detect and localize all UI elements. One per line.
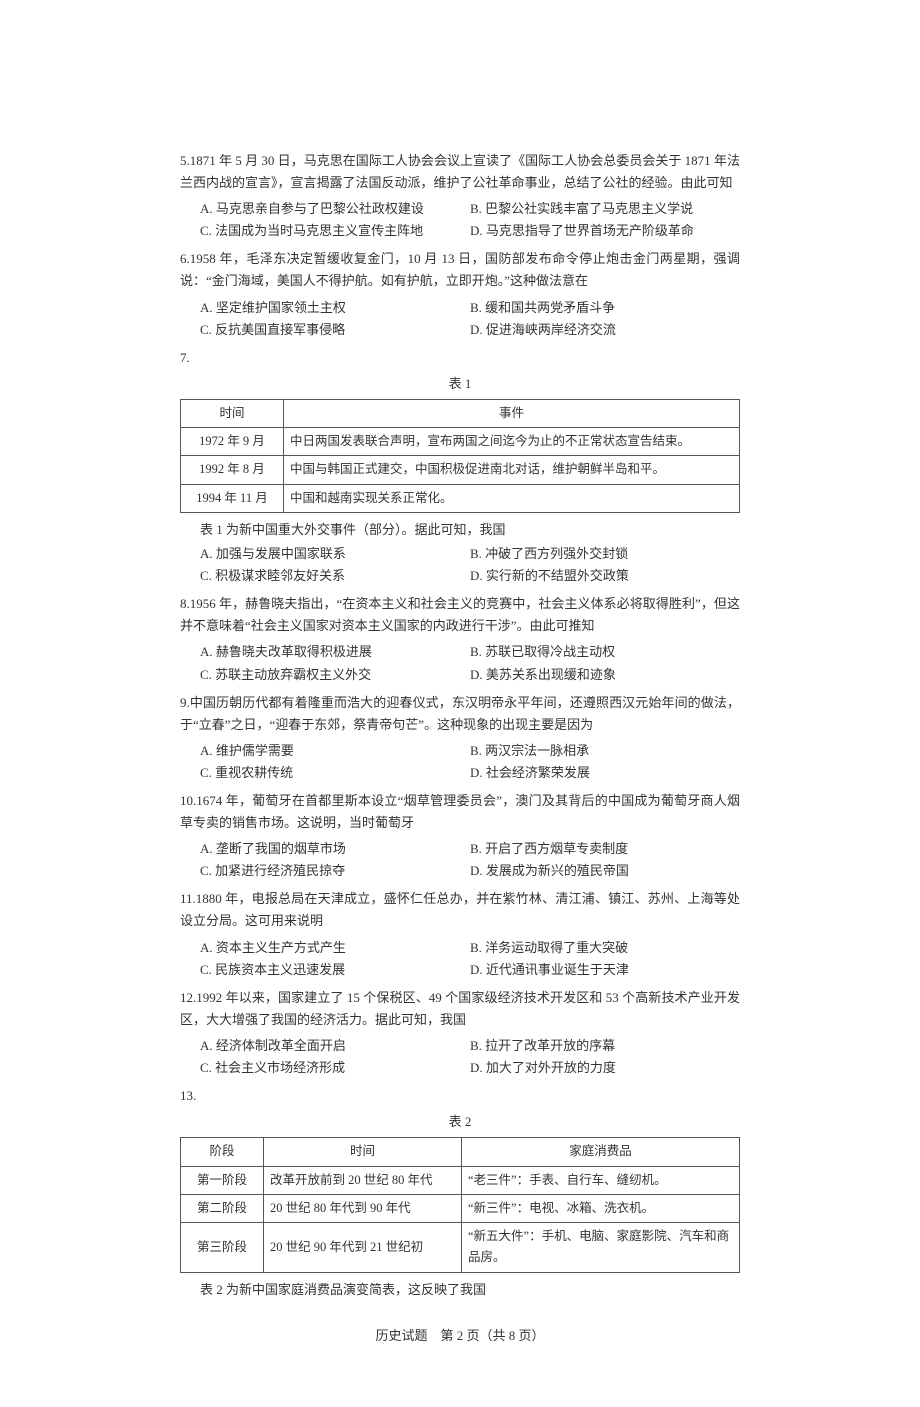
table-2-caption: 表 2 [180, 1111, 740, 1133]
table-header: 时间 [181, 399, 284, 427]
table-row: 1992 年 8 月 中国与韩国正式建交，中国积极促进南北对话，维护朝鲜半岛和平… [181, 456, 740, 484]
table-1-caption: 表 1 [180, 373, 740, 395]
table-cell: 1994 年 11 月 [181, 484, 284, 512]
page-footer: 历史试题 第 2 页（共 8 页） [180, 1325, 740, 1347]
question-number: 9. [180, 695, 190, 710]
question-text: 1958 年，毛泽东决定暂缓收复金门，10 月 13 日，国防部发布命令停止炮击… [180, 251, 740, 288]
question-7-stem: 7. [180, 347, 740, 369]
question-9-options: A. 维护儒学需要 B. 两汉宗法一脉相承 C. 重视农耕传统 D. 社会经济繁… [180, 740, 740, 784]
table-cell: 第三阶段 [181, 1223, 264, 1273]
question-12-options: A. 经济体制改革全面开启 B. 拉开了改革开放的序幕 C. 社会主义市场经济形… [180, 1035, 740, 1079]
question-5-stem: 5.1871 年 5 月 30 日，马克思在国际工人协会会议上宣读了《国际工人协… [180, 150, 740, 194]
option-c[interactable]: C. 民族资本主义迅速发展 [200, 959, 470, 981]
option-b[interactable]: B. 缓和国共两党矛盾斗争 [470, 297, 740, 319]
table-header: 家庭消费品 [462, 1138, 740, 1166]
option-a[interactable]: A. 经济体制改革全面开启 [200, 1035, 470, 1057]
table-cell: 中国与韩国正式建交，中国积极促进南北对话，维护朝鲜半岛和平。 [284, 456, 740, 484]
question-number: 8. [180, 596, 190, 611]
option-a[interactable]: A. 垄断了我国的烟草市场 [200, 838, 470, 860]
option-d[interactable]: D. 马克思指导了世界首场无产阶级革命 [470, 220, 740, 242]
option-c[interactable]: C. 反抗美国直接军事侵略 [200, 319, 470, 341]
table-cell: 中日两国发表联合声明，宣布两国之间迄今为止的不正常状态宣告结束。 [284, 428, 740, 456]
option-b[interactable]: B. 两汉宗法一脉相承 [470, 740, 740, 762]
question-text: 中国历朝历代都有着隆重而浩大的迎春仪式，东汉明帝永平年间，还遵照西汉元始年间的做… [180, 695, 740, 732]
option-c[interactable]: C. 苏联主动放弃霸权主义外交 [200, 664, 470, 686]
question-number: 11. [180, 891, 196, 906]
option-c[interactable]: C. 法国成为当时马克思主义宣传主阵地 [200, 220, 470, 242]
option-d[interactable]: D. 加大了对外开放的力度 [470, 1057, 740, 1079]
table-cell: 改革开放前到 20 世纪 80 年代 [264, 1166, 462, 1194]
option-c[interactable]: C. 重视农耕传统 [200, 762, 470, 784]
option-d[interactable]: D. 美苏关系出现缓和迹象 [470, 664, 740, 686]
table-1: 时间 事件 1972 年 9 月 中日两国发表联合声明，宣布两国之间迄今为止的不… [180, 399, 740, 513]
table-row: 1994 年 11 月 中国和越南实现关系正常化。 [181, 484, 740, 512]
table-1-note: 表 1 为新中国重大外交事件（部分）。据此可知，我国 [180, 519, 740, 541]
table-cell: 中国和越南实现关系正常化。 [284, 484, 740, 512]
table-cell: “新五大件”：手机、电脑、家庭影院、汽车和商品房。 [462, 1223, 740, 1273]
table-cell: “老三件”：手表、自行车、缝纫机。 [462, 1166, 740, 1194]
table-header: 时间 [264, 1138, 462, 1166]
question-number: 7. [180, 350, 190, 365]
table-cell: 20 世纪 80 年代到 90 年代 [264, 1194, 462, 1222]
option-a[interactable]: A. 赫鲁晓夫改革取得积极进展 [200, 641, 470, 663]
option-d[interactable]: D. 近代通讯事业诞生于天津 [470, 959, 740, 981]
question-number: 5. [180, 153, 190, 168]
option-a[interactable]: A. 资本主义生产方式产生 [200, 937, 470, 959]
table-cell: 第一阶段 [181, 1166, 264, 1194]
table-2-note: 表 2 为新中国家庭消费品演变简表，这反映了我国 [180, 1279, 740, 1301]
option-b[interactable]: B. 苏联已取得冷战主动权 [470, 641, 740, 663]
option-c[interactable]: C. 社会主义市场经济形成 [200, 1057, 470, 1079]
question-8-options: A. 赫鲁晓夫改革取得积极进展 B. 苏联已取得冷战主动权 C. 苏联主动放弃霸… [180, 641, 740, 685]
option-b[interactable]: B. 巴黎公社实践丰富了马克思主义学说 [470, 198, 740, 220]
question-7-options: A. 加强与发展中国家联系 B. 冲破了西方列强外交封锁 C. 积极谋求睦邻友好… [180, 543, 740, 587]
question-number: 13. [180, 1088, 196, 1103]
option-b[interactable]: B. 开启了西方烟草专卖制度 [470, 838, 740, 860]
table-cell: 第二阶段 [181, 1194, 264, 1222]
table-header: 阶段 [181, 1138, 264, 1166]
option-d[interactable]: D. 发展成为新兴的殖民帝国 [470, 860, 740, 882]
option-b[interactable]: B. 洋务运动取得了重大突破 [470, 937, 740, 959]
question-10-stem: 10.1674 年，葡萄牙在首都里斯本设立“烟草管理委员会”，澳门及其背后的中国… [180, 790, 740, 834]
table-row: 第三阶段 20 世纪 90 年代到 21 世纪初 “新五大件”：手机、电脑、家庭… [181, 1223, 740, 1273]
option-b[interactable]: B. 冲破了西方列强外交封锁 [470, 543, 740, 565]
option-a[interactable]: A. 加强与发展中国家联系 [200, 543, 470, 565]
table-cell: 20 世纪 90 年代到 21 世纪初 [264, 1223, 462, 1273]
question-8-stem: 8.1956 年，赫鲁晓夫指出，“在资本主义和社会主义的竞赛中，社会主义体系必将… [180, 593, 740, 637]
question-6-options: A. 坚定维护国家领土主权 B. 缓和国共两党矛盾斗争 C. 反抗美国直接军事侵… [180, 297, 740, 341]
option-a[interactable]: A. 马克思亲自参与了巴黎公社政权建设 [200, 198, 470, 220]
question-11-options: A. 资本主义生产方式产生 B. 洋务运动取得了重大突破 C. 民族资本主义迅速… [180, 937, 740, 981]
option-d[interactable]: D. 社会经济繁荣发展 [470, 762, 740, 784]
option-c[interactable]: C. 积极谋求睦邻友好关系 [200, 565, 470, 587]
question-5-options: A. 马克思亲自参与了巴黎公社政权建设 B. 巴黎公社实践丰富了马克思主义学说 … [180, 198, 740, 242]
exam-page: 5.1871 年 5 月 30 日，马克思在国际工人协会会议上宣读了《国际工人协… [0, 0, 920, 1407]
option-d[interactable]: D. 实行新的不结盟外交政策 [470, 565, 740, 587]
option-d[interactable]: D. 促进海峡两岸经济交流 [470, 319, 740, 341]
question-12-stem: 12.1992 年以来，国家建立了 15 个保税区、49 个国家级经济技术开发区… [180, 987, 740, 1031]
table-2: 阶段 时间 家庭消费品 第一阶段 改革开放前到 20 世纪 80 年代 “老三件… [180, 1137, 740, 1272]
question-9-stem: 9.中国历朝历代都有着隆重而浩大的迎春仪式，东汉明帝永平年间，还遵照西汉元始年间… [180, 692, 740, 736]
question-text: 1956 年，赫鲁晓夫指出，“在资本主义和社会主义的竞赛中，社会主义体系必将取得… [180, 596, 740, 633]
table-cell: “新三件”：电视、冰箱、洗衣机。 [462, 1194, 740, 1222]
option-b[interactable]: B. 拉开了改革开放的序幕 [470, 1035, 740, 1057]
table-cell: 1972 年 9 月 [181, 428, 284, 456]
option-a[interactable]: A. 维护儒学需要 [200, 740, 470, 762]
question-11-stem: 11.1880 年，电报总局在天津成立，盛怀仁任总办，并在紫竹林、清江浦、镇江、… [180, 888, 740, 932]
question-text: 1880 年，电报总局在天津成立，盛怀仁任总办，并在紫竹林、清江浦、镇江、苏州、… [180, 891, 740, 928]
question-text: 1871 年 5 月 30 日，马克思在国际工人协会会议上宣读了《国际工人协会总… [180, 153, 740, 190]
question-number: 12. [180, 990, 196, 1005]
table-row: 第二阶段 20 世纪 80 年代到 90 年代 “新三件”：电视、冰箱、洗衣机。 [181, 1194, 740, 1222]
question-13-stem: 13. [180, 1085, 740, 1107]
table-header: 事件 [284, 399, 740, 427]
question-number: 10. [180, 793, 196, 808]
table-cell: 1992 年 8 月 [181, 456, 284, 484]
question-text: 1992 年以来，国家建立了 15 个保税区、49 个国家级经济技术开发区和 5… [180, 990, 740, 1027]
table-row: 第一阶段 改革开放前到 20 世纪 80 年代 “老三件”：手表、自行车、缝纫机… [181, 1166, 740, 1194]
question-10-options: A. 垄断了我国的烟草市场 B. 开启了西方烟草专卖制度 C. 加紧进行经济殖民… [180, 838, 740, 882]
question-number: 6. [180, 251, 190, 266]
question-6-stem: 6.1958 年，毛泽东决定暂缓收复金门，10 月 13 日，国防部发布命令停止… [180, 248, 740, 292]
option-a[interactable]: A. 坚定维护国家领土主权 [200, 297, 470, 319]
question-text: 1674 年，葡萄牙在首都里斯本设立“烟草管理委员会”，澳门及其背后的中国成为葡… [180, 793, 740, 830]
table-row: 1972 年 9 月 中日两国发表联合声明，宣布两国之间迄今为止的不正常状态宣告… [181, 428, 740, 456]
option-c[interactable]: C. 加紧进行经济殖民掠夺 [200, 860, 470, 882]
